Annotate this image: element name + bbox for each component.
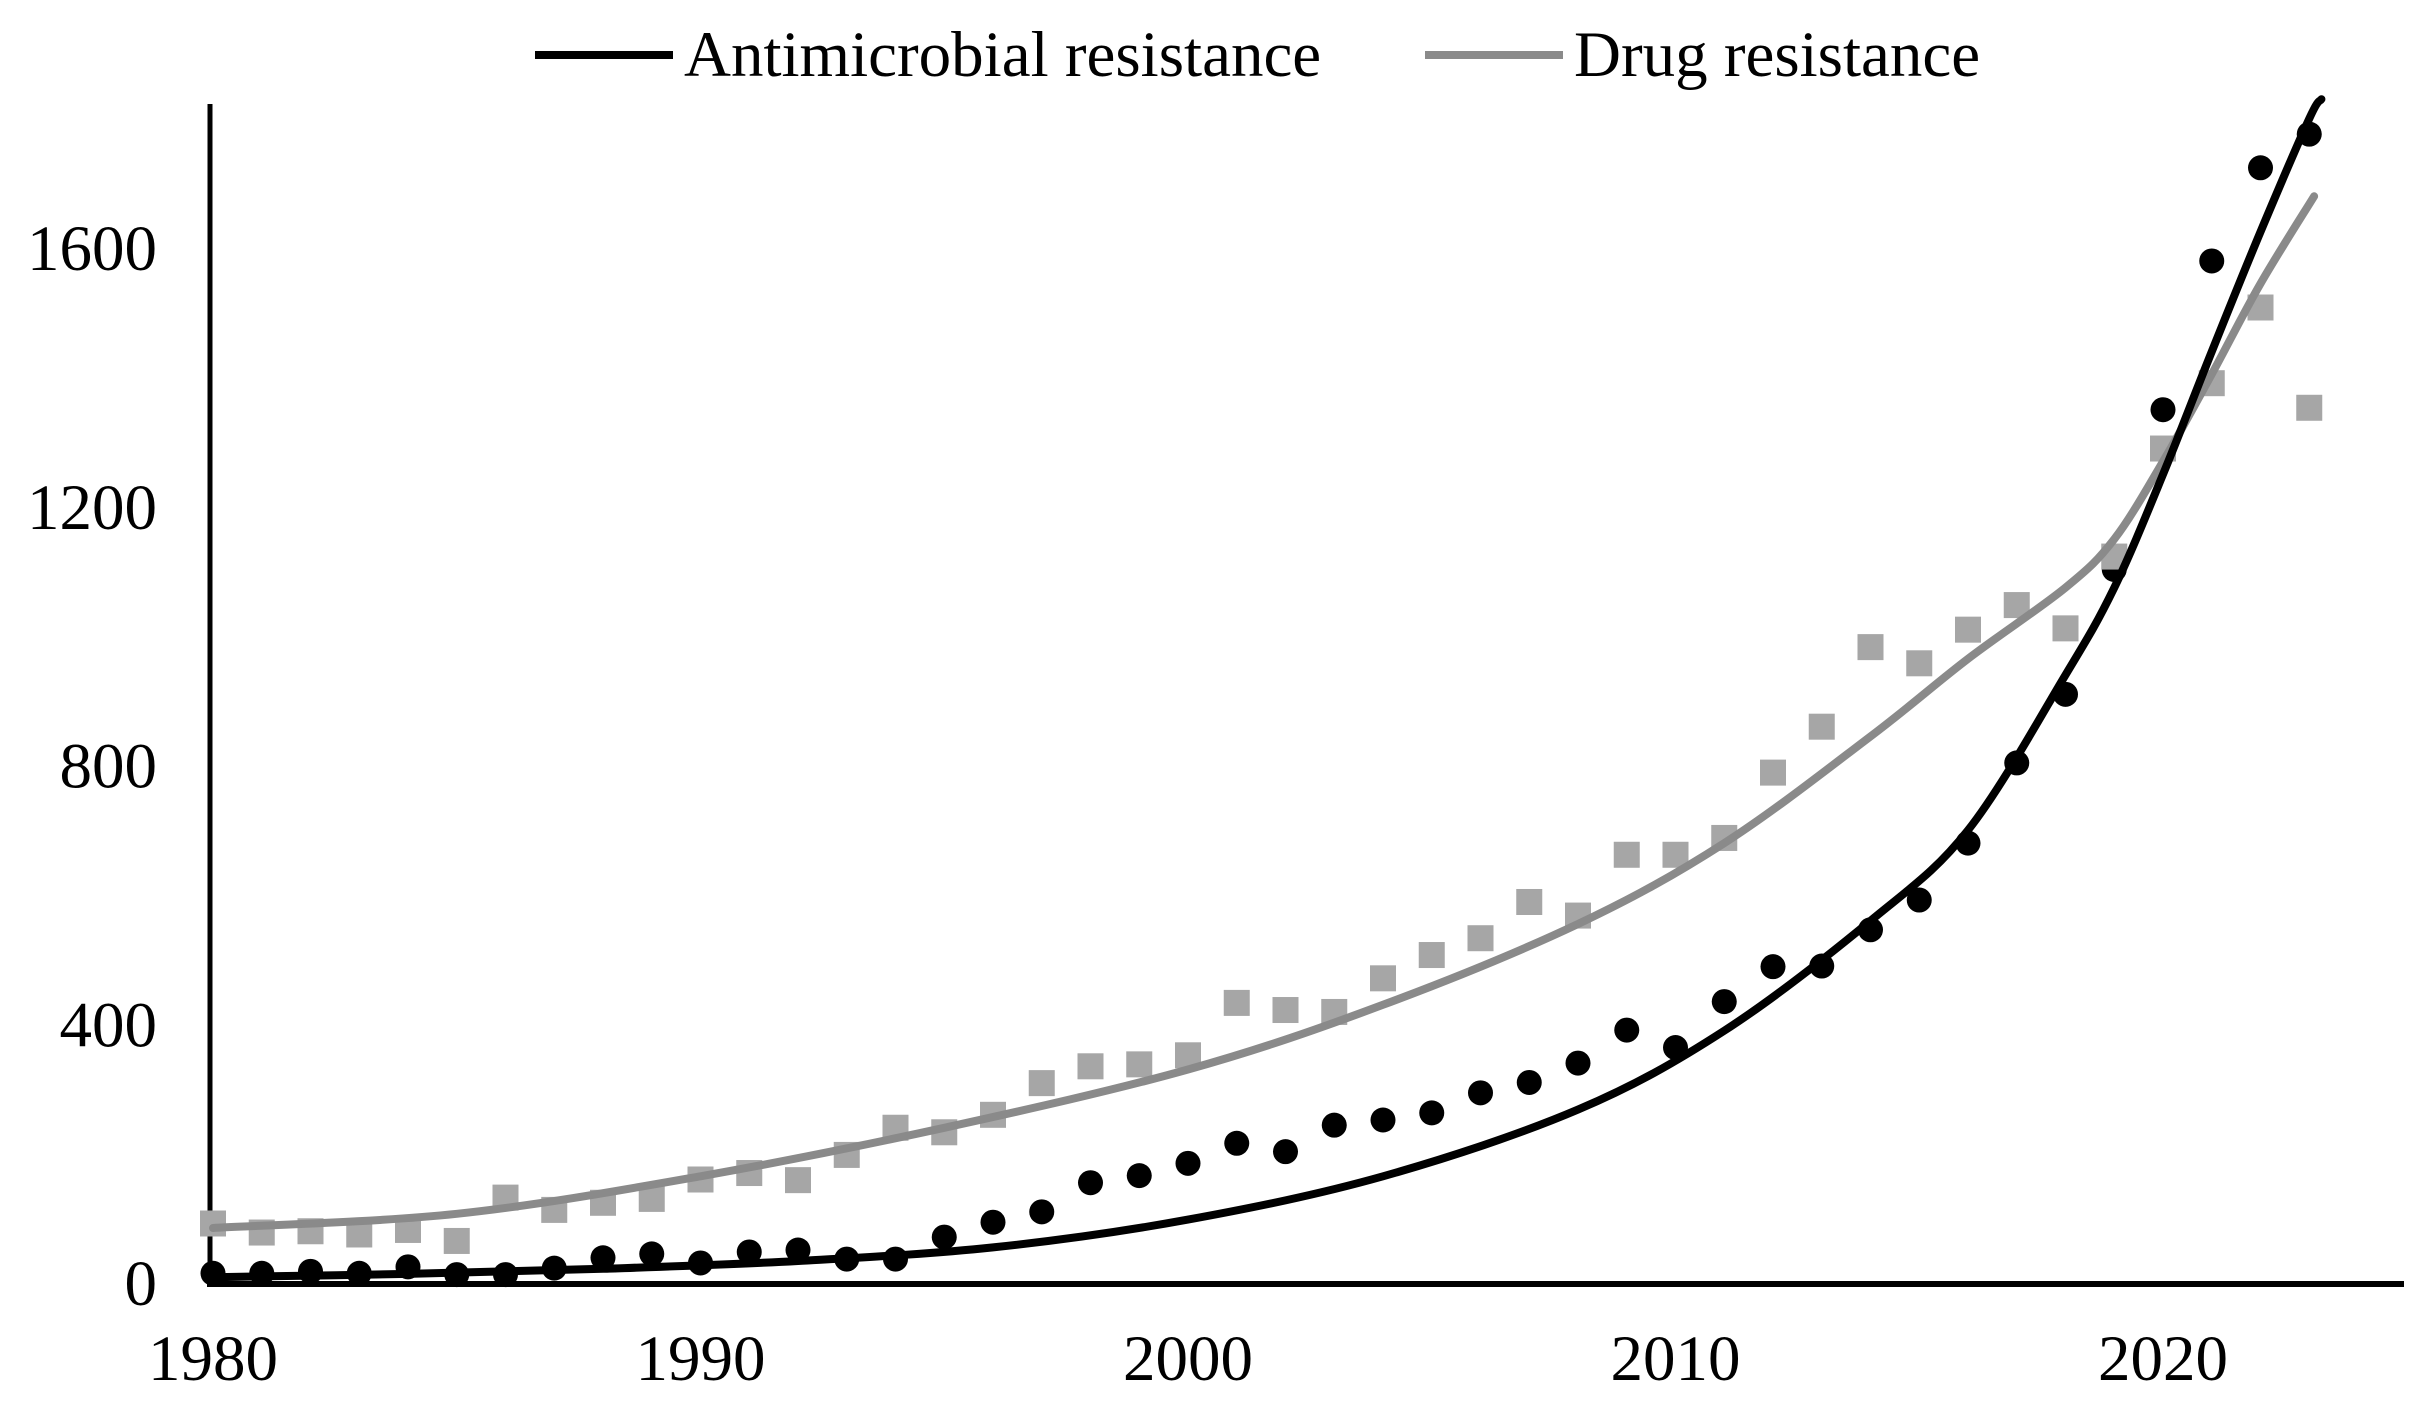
data-point-antimicrobial xyxy=(1126,1163,1152,1189)
data-point-drug xyxy=(1223,989,1250,1016)
data-point-antimicrobial xyxy=(1175,1150,1201,1176)
data-point-drug xyxy=(200,1210,226,1237)
data-point-drug xyxy=(1613,841,1640,868)
y-tick-label: 800 xyxy=(60,731,158,803)
data-point-antimicrobial xyxy=(1321,1112,1347,1138)
drug-trendline xyxy=(209,192,2319,1232)
data-point-antimicrobial xyxy=(736,1239,762,1265)
data-point-antimicrobial xyxy=(1906,887,1932,913)
x-tick-label: 1990 xyxy=(636,1323,766,1395)
data-point-antimicrobial xyxy=(931,1224,957,1250)
y-tick-label: 400 xyxy=(60,989,158,1061)
data-point-drug xyxy=(785,1167,811,1194)
data-point-antimicrobial xyxy=(639,1241,665,1267)
x-tick-label: 2020 xyxy=(2098,1323,2228,1395)
data-point-drug xyxy=(1028,1070,1055,1097)
data-point-antimicrobial xyxy=(2248,155,2273,181)
x-tick-label: 2010 xyxy=(1611,1323,1741,1395)
data-point-drug xyxy=(1955,616,1981,643)
data-point-antimicrobial xyxy=(1711,989,1737,1015)
data-point-drug xyxy=(2052,615,2079,642)
data-point-antimicrobial xyxy=(980,1209,1006,1235)
data-point-antimicrobial xyxy=(1078,1170,1103,1196)
data-point-drug xyxy=(1857,634,1884,661)
data-point-drug xyxy=(1516,888,1543,915)
data-point-antimicrobial xyxy=(1029,1199,1055,1225)
data-point-drug xyxy=(2296,394,2323,421)
data-point-drug xyxy=(1077,1053,1104,1080)
data-point-antimicrobial xyxy=(2199,248,2225,274)
data-point-drug xyxy=(1370,965,1396,992)
data-point-antimicrobial xyxy=(1516,1069,1542,1095)
y-tick-label: 1200 xyxy=(27,472,157,544)
x-tick-label: 1980 xyxy=(148,1323,278,1395)
data-point-antimicrobial xyxy=(1370,1107,1396,1133)
data-point-drug xyxy=(1418,942,1445,969)
x-tick-label: 2000 xyxy=(1123,1323,1253,1395)
data-point-antimicrobial xyxy=(1614,1017,1640,1043)
data-point-antimicrobial xyxy=(2150,397,2176,423)
data-point-drug xyxy=(1126,1051,1153,1078)
data-point-drug xyxy=(443,1227,470,1254)
data-point-drug xyxy=(1906,650,1933,677)
data-point-antimicrobial xyxy=(1419,1100,1445,1126)
data-point-antimicrobial xyxy=(590,1245,616,1271)
data-point-drug xyxy=(1808,713,1835,740)
y-tick-label: 1600 xyxy=(27,213,157,285)
data-point-drug xyxy=(346,1221,373,1248)
y-tick-label: 0 xyxy=(125,1248,158,1320)
data-point-antimicrobial xyxy=(1565,1050,1591,1076)
data-point-drug xyxy=(1467,925,1494,952)
data-point-antimicrobial xyxy=(1468,1080,1493,1106)
antimicrobial-trendline xyxy=(209,95,2326,1282)
data-point-antimicrobial xyxy=(785,1237,811,1263)
data-point-antimicrobial xyxy=(298,1258,323,1284)
data-point-drug xyxy=(1272,997,1299,1024)
data-point-antimicrobial xyxy=(1224,1130,1250,1156)
data-point-antimicrobial xyxy=(1273,1139,1298,1165)
data-point-antimicrobial xyxy=(1760,954,1786,980)
data-point-drug xyxy=(1760,759,1786,786)
